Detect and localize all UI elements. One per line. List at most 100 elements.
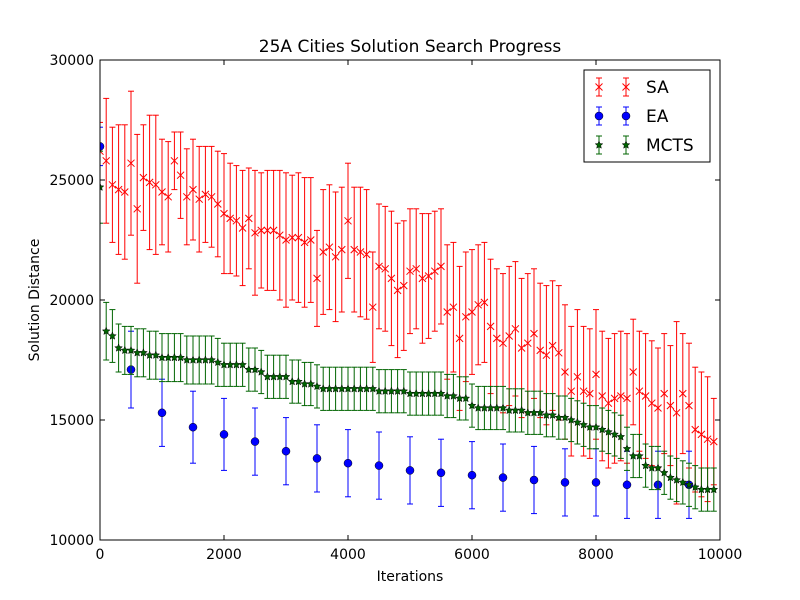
- sa-point: [647, 399, 656, 408]
- sa-point: [158, 188, 166, 196]
- mcts-point: [603, 427, 613, 436]
- ea-point: [591, 478, 601, 487]
- sa-point-stroke-b: [635, 387, 644, 396]
- sa-point-stroke-b: [530, 329, 538, 338]
- sa-point: [176, 171, 185, 180]
- ea-point: [219, 430, 229, 439]
- ea-point: [467, 470, 477, 480]
- legend-marker: [621, 140, 631, 149]
- legend-marker: [622, 83, 630, 91]
- sa-point-stroke-b: [275, 231, 284, 240]
- sa-point: [592, 370, 600, 379]
- sa-point-stroke-b: [492, 334, 501, 343]
- sa-point: [331, 252, 340, 261]
- mcts-point: [107, 331, 117, 340]
- mcts-point: [610, 429, 620, 439]
- sa-point-stroke-b: [344, 216, 352, 225]
- mcts-point: [114, 343, 124, 352]
- mcts-point: [207, 355, 217, 364]
- mcts-point: [368, 384, 378, 393]
- sa-point: [350, 245, 359, 254]
- sa-point-stroke-b: [561, 368, 569, 376]
- sa-point: [474, 300, 483, 309]
- y-tick-label: 20000: [49, 293, 94, 309]
- plot-area: [100, 90, 719, 519]
- mcts-point: [256, 367, 266, 376]
- x-tick-label: 2000: [206, 547, 242, 563]
- sa-point-stroke-b: [182, 192, 191, 201]
- sa-point: [449, 303, 458, 312]
- sa-point: [127, 159, 135, 168]
- legend-label-mcts: MCTS: [646, 136, 694, 156]
- mcts-point: [176, 352, 186, 362]
- ea-point: [250, 437, 260, 446]
- sa-point: [244, 214, 253, 223]
- sa-point: [480, 298, 489, 307]
- sa-point: [492, 334, 501, 343]
- sa-point-stroke-b: [356, 248, 365, 256]
- sa-point-stroke-b: [548, 341, 557, 350]
- sa-point-stroke-b: [542, 351, 551, 360]
- x-tick-label: 8000: [578, 547, 614, 563]
- sa-point: [685, 401, 693, 410]
- sa-point-stroke-b: [418, 274, 427, 283]
- sa-point-stroke-b: [331, 252, 340, 261]
- sa-point: [337, 245, 346, 254]
- sa-point: [399, 281, 408, 290]
- ea-point: [188, 422, 198, 432]
- series-mcts: [100, 150, 719, 512]
- sa-point: [294, 233, 303, 242]
- mcts-point: [665, 472, 675, 482]
- sa-point: [114, 185, 123, 194]
- sa-point: [306, 236, 315, 244]
- sa-point-stroke-b: [579, 387, 588, 396]
- mcts-point: [678, 477, 688, 487]
- sa-point-stroke-b: [511, 324, 520, 333]
- sa-point-stroke-b: [350, 245, 359, 254]
- legend-marker-stroke-b: [622, 83, 630, 91]
- sa-point-stroke-b: [468, 308, 476, 316]
- legend: SA EA MCTS: [583, 69, 711, 163]
- sa-point-stroke-b: [232, 216, 241, 225]
- sa-point: [381, 264, 390, 273]
- mcts-point: [641, 460, 651, 470]
- sa-point-stroke-b: [127, 159, 135, 168]
- mcts-point: [213, 357, 223, 367]
- sa-point: [201, 190, 210, 199]
- sa-point-stroke-b: [399, 281, 408, 290]
- mcts-point: [579, 420, 589, 429]
- mcts-point: [138, 348, 148, 357]
- mcts-point: [461, 393, 471, 403]
- sa-point-stroke-b: [480, 298, 489, 307]
- sa-point-stroke-b: [412, 264, 421, 273]
- sa-point: [319, 248, 328, 256]
- mcts-point: [306, 379, 316, 388]
- sa-point: [195, 195, 204, 204]
- sa-point-stroke-b: [263, 226, 272, 235]
- sa-point: [430, 267, 439, 276]
- sa-point: [145, 178, 154, 187]
- chart-title: 25A Cities Solution Search Progress: [259, 37, 562, 57]
- sa-point: [213, 200, 222, 208]
- sa-point-stroke-b: [505, 332, 514, 340]
- sa-point-stroke-b: [145, 178, 154, 187]
- sa-point: [697, 430, 706, 439]
- legend-marker: [594, 140, 604, 149]
- mcts-point: [101, 326, 111, 335]
- mcts-point: [622, 444, 632, 453]
- sa-point: [232, 216, 241, 225]
- sa-point: [139, 173, 148, 182]
- sa-point-stroke-b: [226, 214, 235, 223]
- mcts-point: [399, 386, 409, 395]
- sa-point: [542, 351, 551, 360]
- sa-point: [660, 389, 669, 398]
- sa-point: [356, 248, 365, 256]
- ea-point: [157, 408, 167, 418]
- sa-point-stroke-b: [647, 399, 656, 408]
- legend-entry-mcts: MCTS: [594, 135, 694, 156]
- mcts-point: [100, 182, 105, 191]
- x-tick-label: 0: [96, 547, 105, 563]
- sa-point-stroke-a: [100, 150, 104, 156]
- sa-point-stroke-b: [437, 262, 445, 271]
- sa-point: [313, 274, 321, 283]
